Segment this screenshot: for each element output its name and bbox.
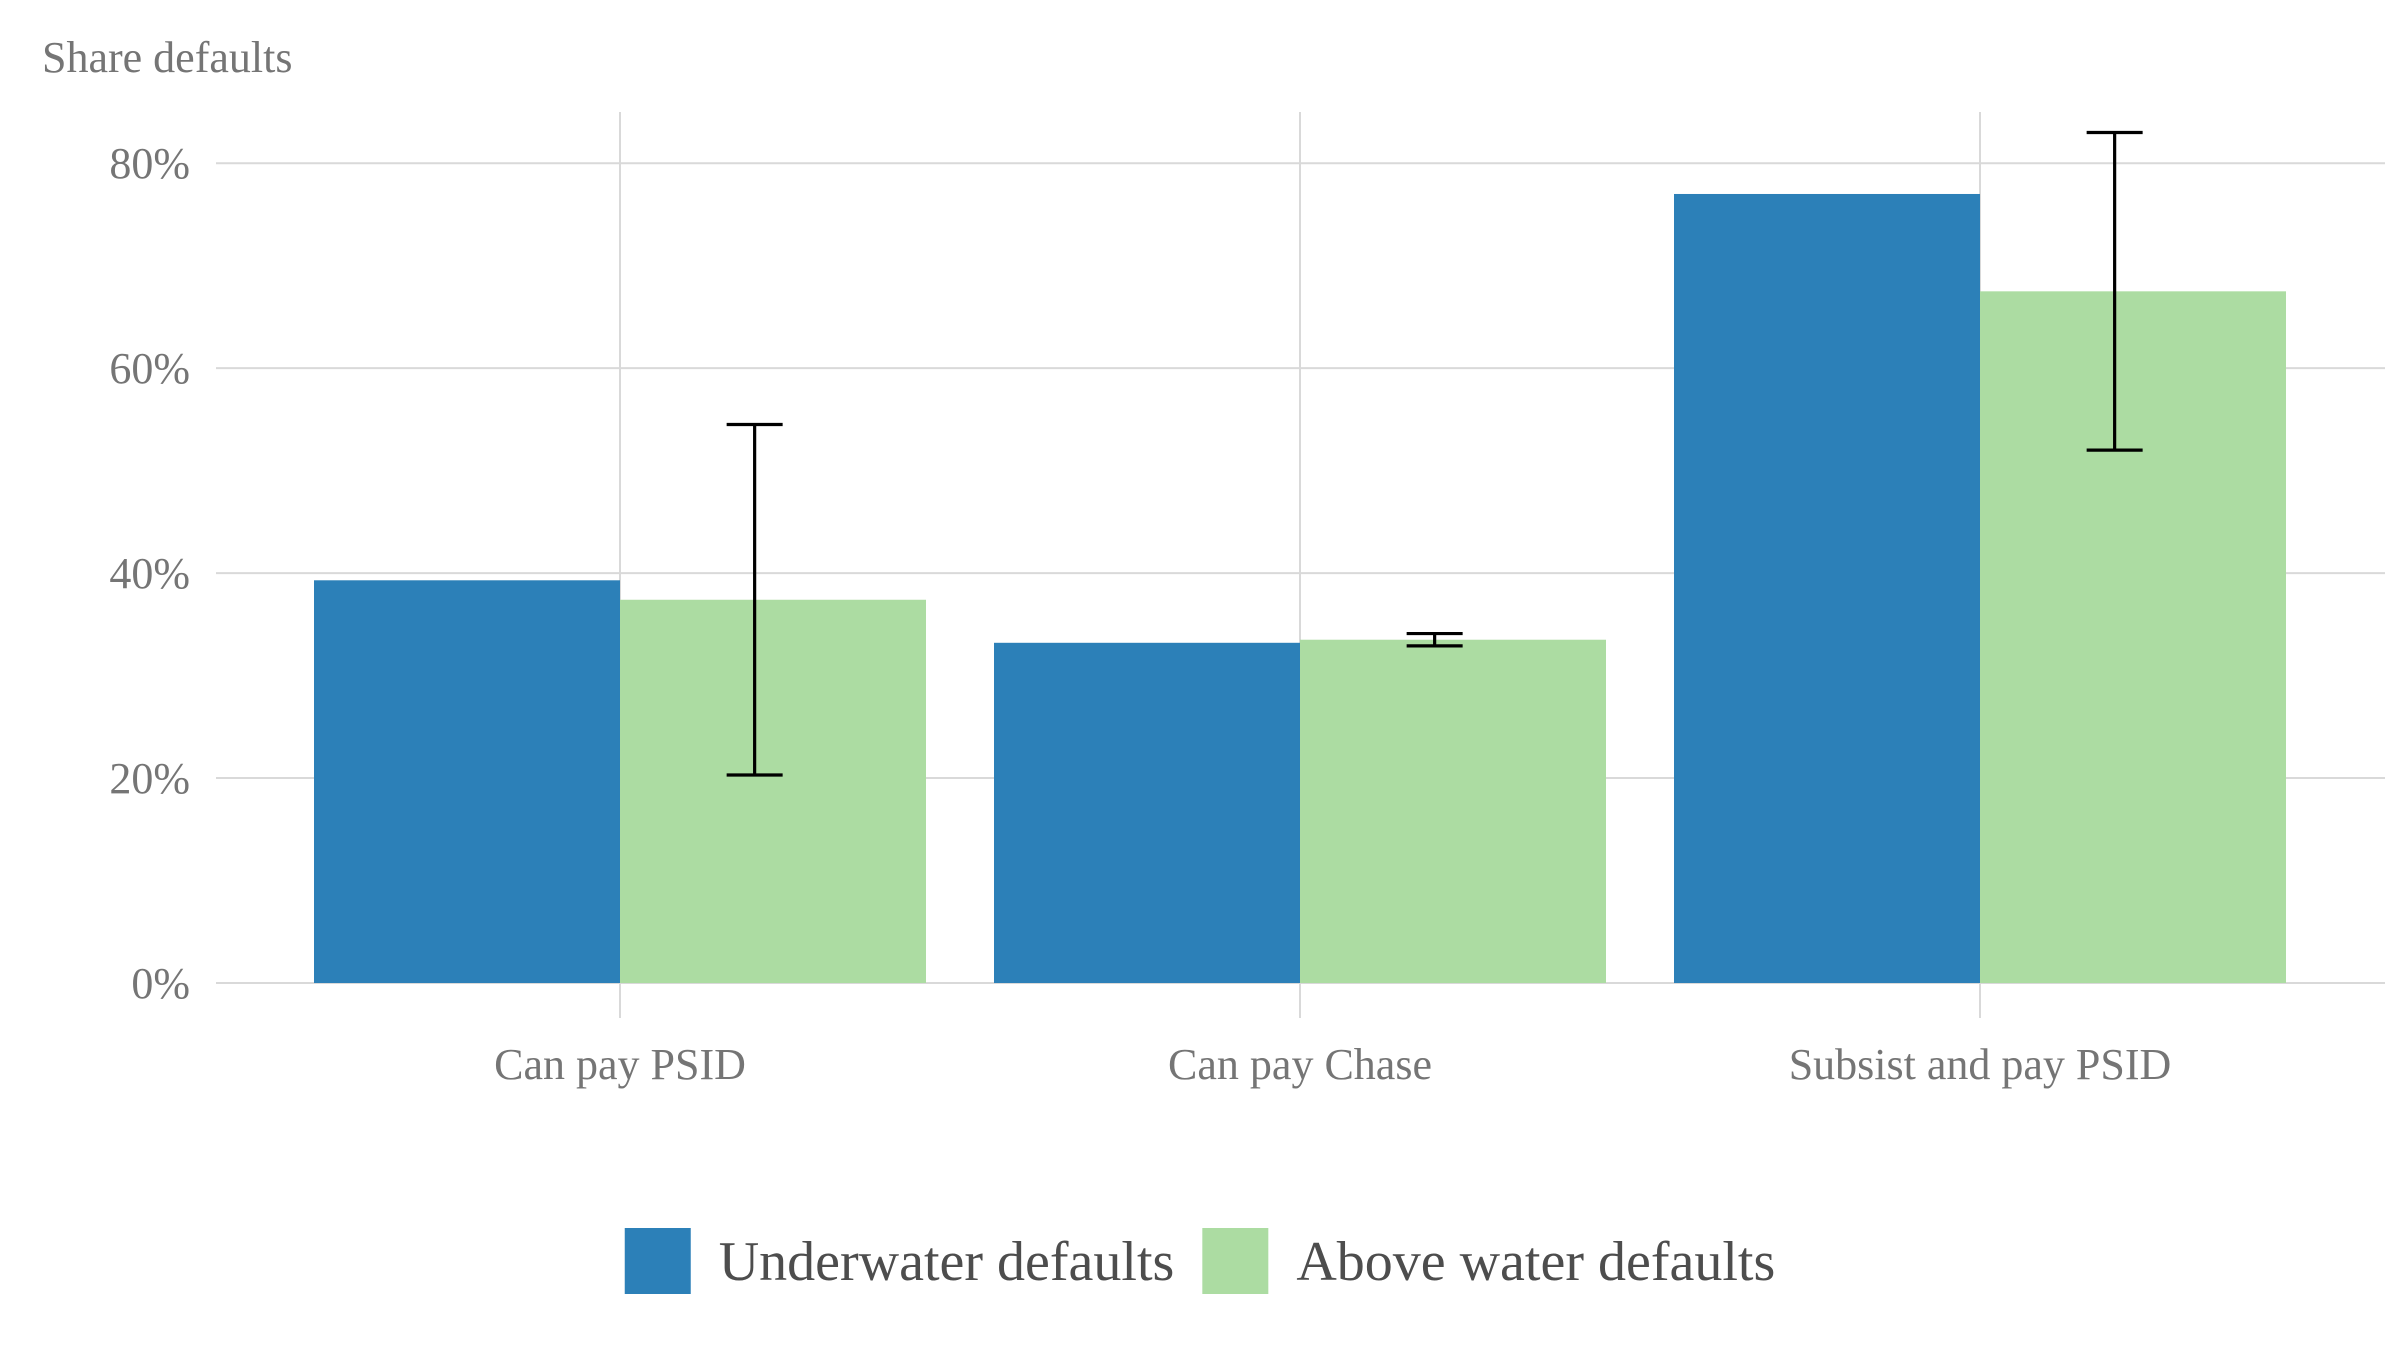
error-bar <box>1406 631 1463 648</box>
bar <box>314 580 620 983</box>
legend: Underwater defaults Above water defaults <box>624 1228 1775 1294</box>
y-axis-title: Share defaults <box>42 33 292 82</box>
bar <box>1980 291 2286 984</box>
y-tick-label: 40% <box>109 549 190 598</box>
x-tick-label: Can pay Chase <box>1168 1040 1432 1089</box>
y-tick-label: 0% <box>131 959 190 1008</box>
bar <box>994 642 1300 983</box>
y-tick-label: 60% <box>109 344 190 393</box>
error-bars <box>726 130 2143 777</box>
legend-label: Underwater defaults <box>719 1231 1175 1293</box>
legend-label: Above water defaults <box>1296 1231 1775 1293</box>
bar <box>1300 639 1606 983</box>
legend-item: Above water defaults <box>1202 1228 1775 1294</box>
bars <box>314 193 2286 984</box>
x-tick-label: Can pay PSID <box>494 1040 746 1089</box>
bar <box>620 599 926 983</box>
error-bar <box>726 422 783 777</box>
x-tick-label: Subsist and pay PSID <box>1789 1040 2172 1089</box>
bar <box>1674 193 1980 984</box>
legend-item: Underwater defaults <box>624 1228 1175 1294</box>
legend-key <box>1202 1228 1269 1294</box>
axis-labels: 0% 20% 40% 60% 80% Can pay PSID Can pay Chase S… <box>109 139 2171 1089</box>
y-tick-label: 20% <box>109 754 190 803</box>
legend-key <box>624 1228 691 1294</box>
error-bar <box>2086 130 2143 452</box>
y-tick-label: 80% <box>109 139 190 188</box>
